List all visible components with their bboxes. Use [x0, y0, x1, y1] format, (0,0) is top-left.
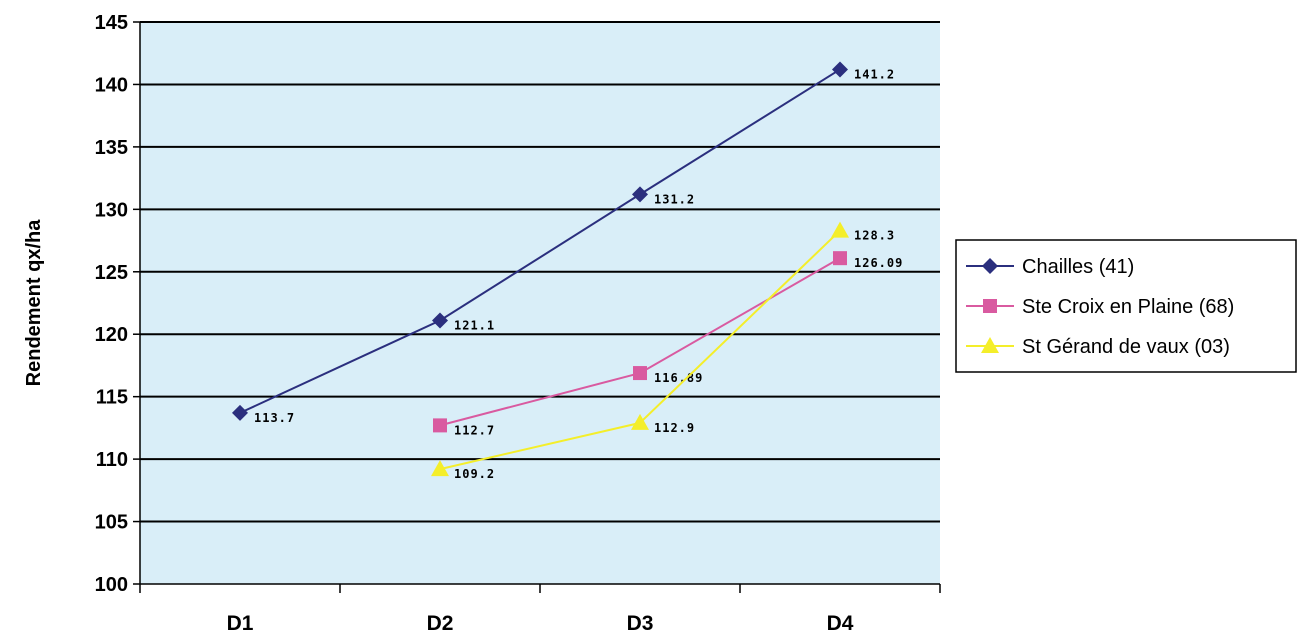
legend-entry: St Gérand de vaux (03) — [1022, 336, 1230, 358]
data-point-diamond — [632, 186, 648, 203]
plot-area — [140, 22, 940, 584]
series-group: 113.7121.1131.2141.2112.7116.89126.09109… — [232, 61, 903, 481]
data-point-square — [633, 366, 647, 381]
data-label: 126.09 — [854, 256, 903, 270]
series-line — [239, 68, 841, 414]
x-tick-label: D2 — [427, 612, 454, 635]
data-point-triangle — [831, 221, 849, 238]
data-label: 112.9 — [654, 421, 695, 435]
y-tick-label: 120 — [95, 324, 128, 346]
data-point-diamond — [432, 312, 448, 329]
y-axis-label: Rendement qx/ha — [23, 219, 45, 387]
data-point-square — [833, 251, 847, 266]
series-0: 113.7 121.1 131.2 141.2 — [232, 61, 895, 425]
data-point-square — [433, 418, 447, 433]
data-label: 128.3 — [854, 229, 895, 243]
y-tick-label: 140 — [95, 74, 128, 96]
legend-entry: Chailles (41) — [1022, 256, 1134, 278]
data-point-triangle — [981, 337, 999, 353]
data-label: 109.2 — [454, 467, 495, 481]
y-tick-label: 135 — [95, 137, 128, 159]
data-label: 131.2 — [654, 192, 695, 206]
data-point-diamond — [832, 61, 848, 78]
x-axis-ticks: D1 D2 D3 D4 — [139, 584, 941, 635]
data-label: 121.1 — [454, 318, 495, 332]
data-point-diamond — [982, 258, 998, 274]
y-tick-label: 125 — [95, 262, 128, 284]
y-tick-label: 145 — [95, 12, 128, 34]
y-tick-label: 110 — [96, 449, 128, 471]
data-label: 113.7 — [254, 411, 295, 425]
data-label: 112.7 — [454, 423, 495, 437]
data-label: 141.2 — [854, 67, 895, 81]
data-point-triangle — [431, 460, 449, 477]
data-point-diamond — [232, 404, 248, 421]
y-tick-label: 100 — [95, 574, 128, 596]
x-tick-label: D3 — [627, 612, 654, 635]
x-tick-label: D4 — [827, 612, 854, 635]
y-axis-ticks: 100 105 110 115 120 125 130 135 140 145 — [95, 12, 140, 596]
legend-entry: Ste Croix en Plaine (68) — [1022, 296, 1234, 318]
data-label: 116.89 — [654, 371, 703, 385]
y-tick-label: 105 — [95, 512, 128, 534]
series-2: 109.2 112.9 128.3 — [431, 221, 895, 481]
y-tick-label: 130 — [95, 199, 128, 221]
y-tick-label: 115 — [96, 387, 128, 409]
data-point-square — [983, 299, 997, 313]
x-tick-label: D1 — [227, 612, 254, 635]
data-point-triangle — [631, 413, 649, 430]
series-1: 112.7 116.89 126.09 — [433, 251, 903, 437]
legend: Chailles (41) Ste Croix en Plaine (68) St … — [955, 239, 1297, 373]
